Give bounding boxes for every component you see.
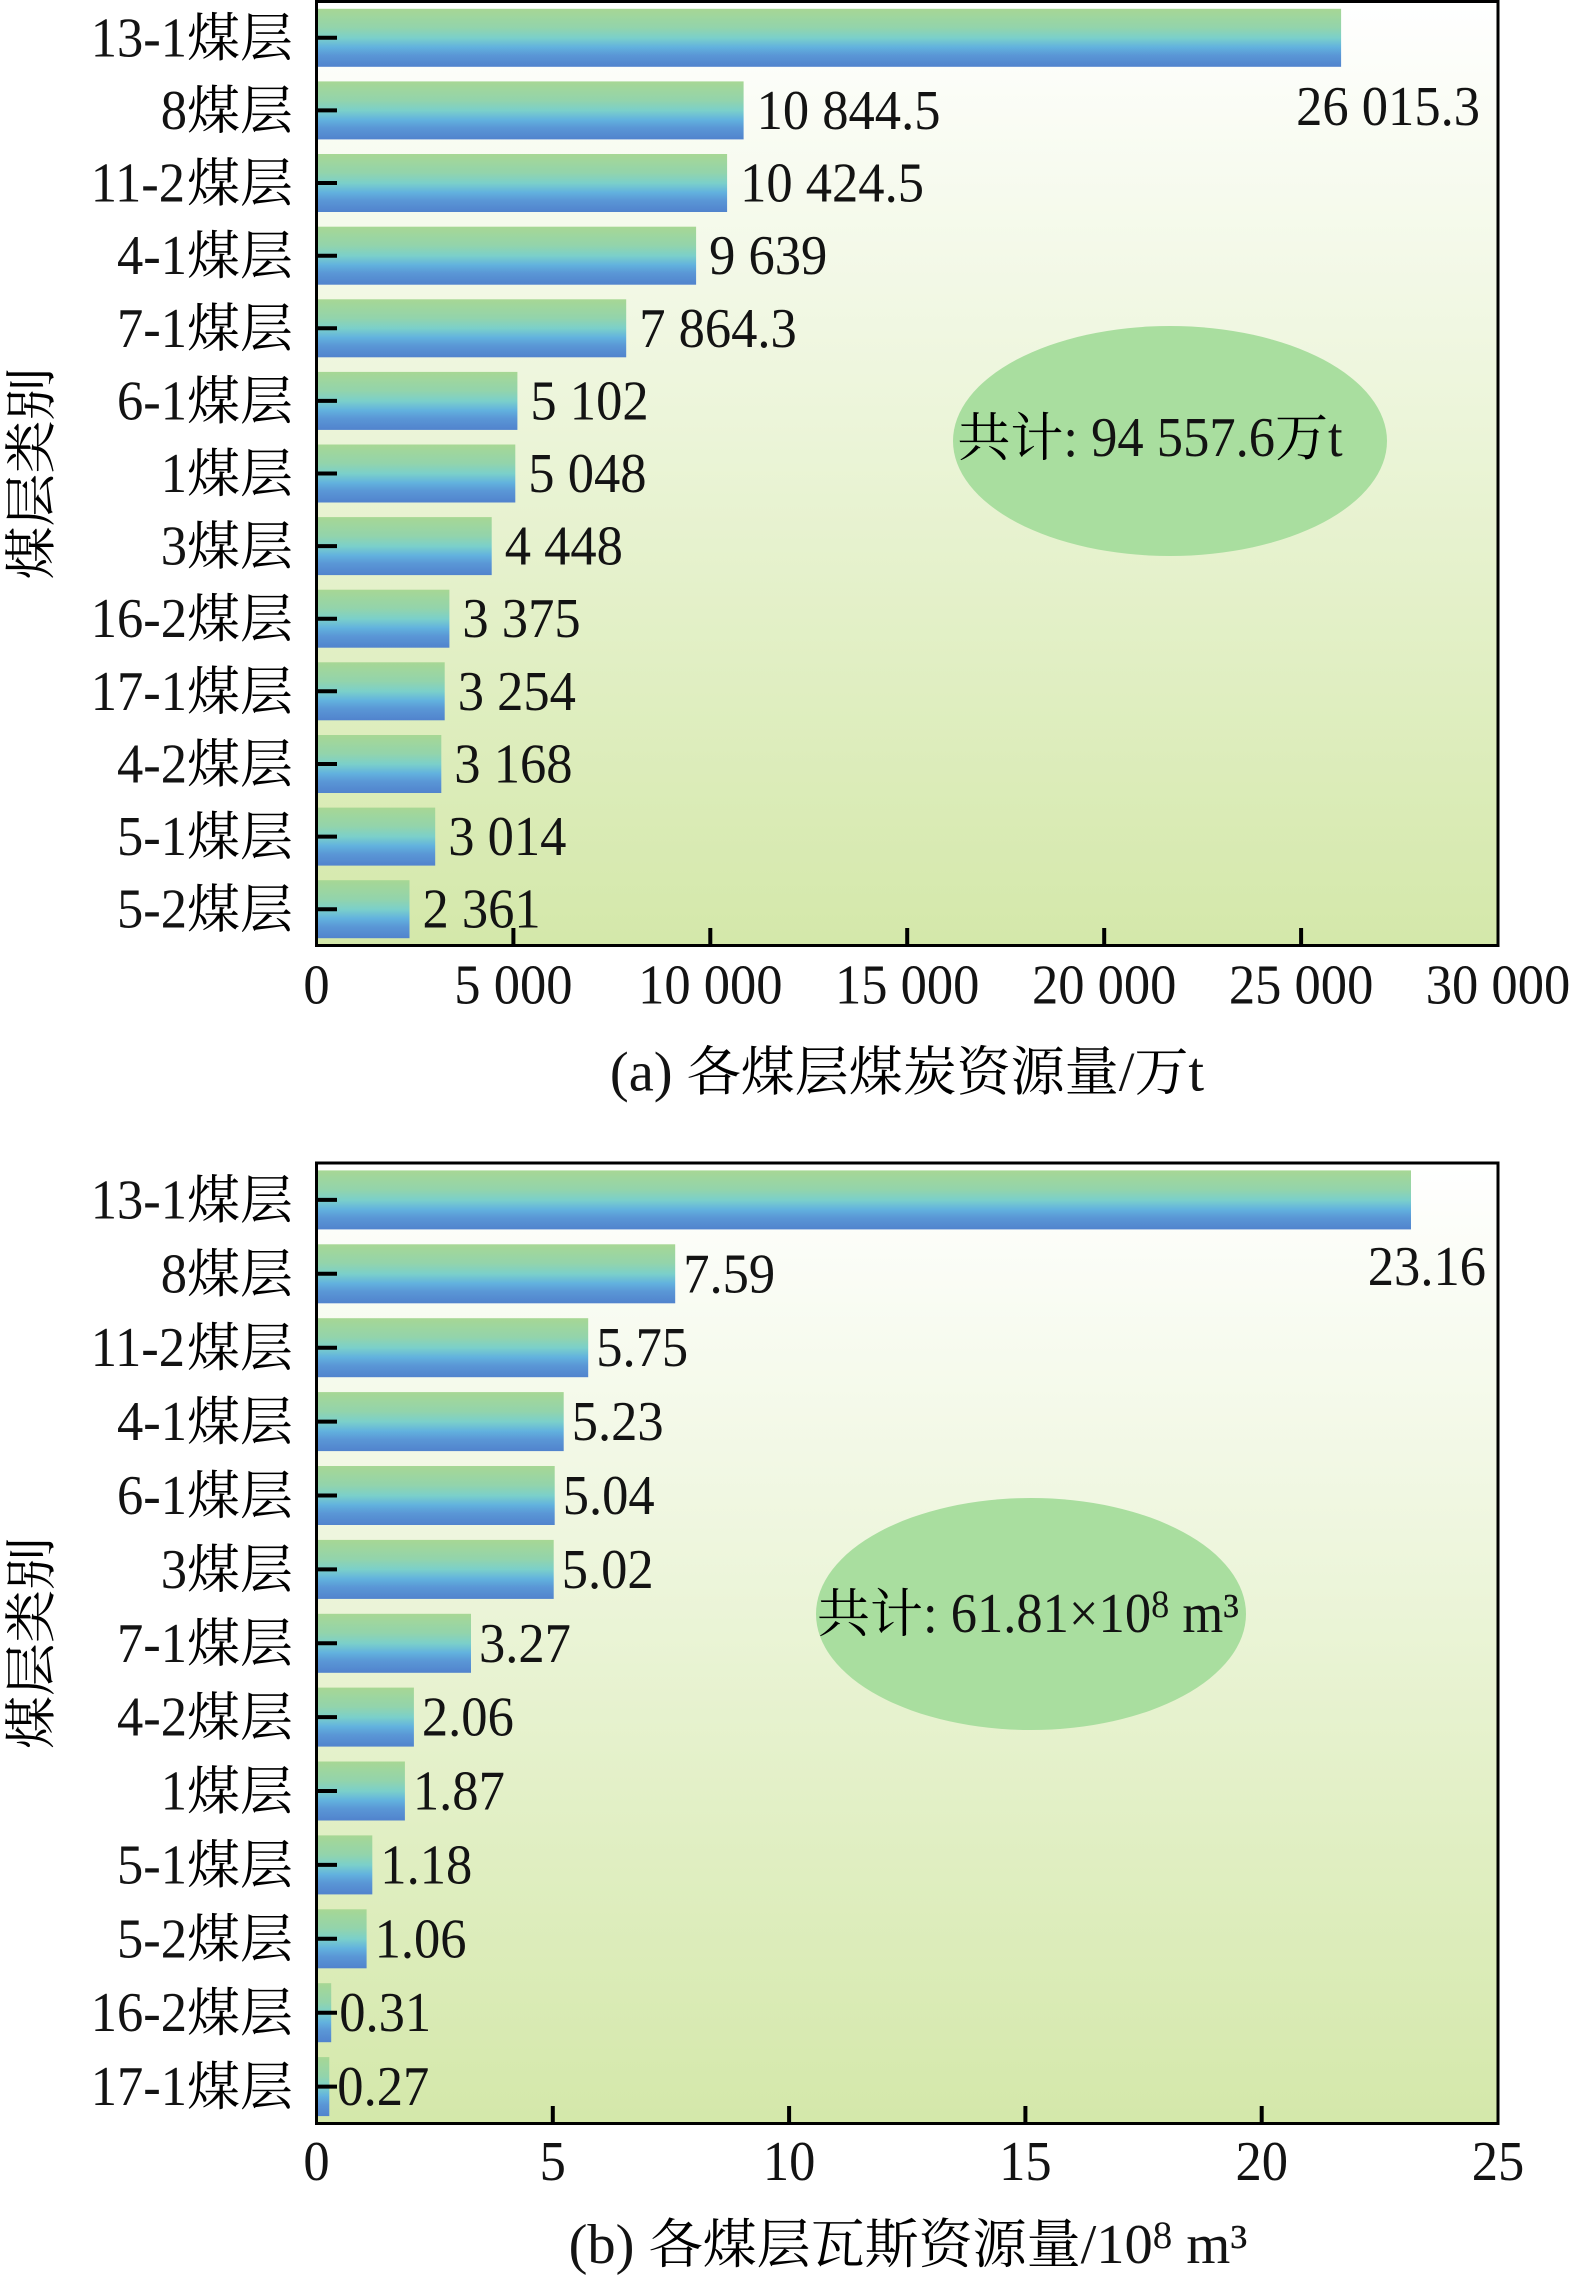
svg-text:17-1: 17-1 — [91, 659, 187, 722]
svg-text:5.75: 5.75 — [596, 1315, 688, 1378]
svg-text:8: 8 — [161, 78, 187, 141]
svg-text:11-2: 11-2 — [91, 1315, 185, 1378]
svg-text:3: 3 — [161, 514, 187, 577]
svg-text:5.23: 5.23 — [572, 1389, 664, 1452]
svg-text:t: t — [1328, 405, 1343, 468]
svg-text:10 424.5: 10 424.5 — [740, 151, 924, 214]
svg-text:5.02: 5.02 — [562, 1537, 654, 1600]
svg-text:20 000: 20 000 — [1032, 953, 1176, 1016]
svg-text:26 015.3: 26 015.3 — [1296, 74, 1480, 137]
svg-text:15 000: 15 000 — [835, 953, 979, 1016]
svg-text:4 448: 4 448 — [505, 514, 623, 577]
svg-text:3 014: 3 014 — [448, 804, 566, 867]
svg-text:5 048: 5 048 — [528, 441, 646, 504]
svg-text:13-1: 13-1 — [91, 6, 187, 69]
svg-text:0.31: 0.31 — [339, 1980, 431, 2043]
svg-text:7 864.3: 7 864.3 — [639, 296, 797, 359]
svg-text:20: 20 — [1235, 2129, 1288, 2192]
svg-text:4-1: 4-1 — [117, 1389, 187, 1452]
svg-text:7-1: 7-1 — [117, 1611, 187, 1674]
svg-text:2 361: 2 361 — [423, 877, 541, 940]
svg-text:7-1: 7-1 — [117, 296, 187, 359]
svg-text:16-2: 16-2 — [91, 586, 187, 649]
svg-text:: 61.81×108 m³: : 61.81×108 m³ — [923, 1581, 1239, 1644]
svg-text:3.27: 3.27 — [479, 1611, 571, 1674]
svg-text:13-1: 13-1 — [91, 1168, 187, 1231]
svg-text:6-1: 6-1 — [117, 369, 187, 432]
svg-text:5 102: 5 102 — [530, 369, 648, 432]
svg-text:4-1: 4-1 — [117, 223, 187, 286]
svg-text:1: 1 — [161, 441, 187, 504]
svg-text:5.04: 5.04 — [563, 1463, 655, 1526]
svg-text:1.87: 1.87 — [413, 1759, 505, 1822]
svg-text:/: / — [1119, 1042, 1135, 1104]
svg-text:2.06: 2.06 — [422, 1685, 514, 1748]
svg-text:0: 0 — [303, 2129, 329, 2192]
svg-text:1.06: 1.06 — [375, 1907, 467, 1970]
svg-text:10 000: 10 000 — [638, 953, 782, 1016]
svg-text:9 639: 9 639 — [709, 223, 827, 286]
svg-text:1.18: 1.18 — [380, 1833, 472, 1896]
svg-text:1: 1 — [161, 1759, 187, 1822]
svg-text:10 844.5: 10 844.5 — [757, 78, 941, 141]
svg-text:3: 3 — [161, 1537, 187, 1600]
svg-text:t: t — [1188, 1042, 1204, 1104]
svg-text:5-2: 5-2 — [117, 1907, 187, 1970]
svg-text:5: 5 — [540, 2129, 566, 2192]
svg-text:(b): (b) — [569, 2214, 635, 2276]
svg-text:6-1: 6-1 — [117, 1463, 187, 1526]
svg-text:15: 15 — [999, 2129, 1052, 2192]
svg-text:3 168: 3 168 — [454, 732, 572, 795]
svg-text:/108 m³: /108 m³ — [1081, 2214, 1248, 2276]
svg-text:5-1: 5-1 — [117, 1833, 187, 1896]
svg-text:4-2: 4-2 — [117, 1685, 187, 1748]
svg-text:25 000: 25 000 — [1229, 953, 1373, 1016]
svg-text:23.16: 23.16 — [1368, 1234, 1486, 1297]
svg-text:3 254: 3 254 — [458, 659, 576, 722]
svg-text:4-2: 4-2 — [117, 732, 187, 795]
svg-text:5-1: 5-1 — [117, 804, 187, 867]
svg-text:5 000: 5 000 — [454, 953, 572, 1016]
svg-text:7.59: 7.59 — [683, 1242, 775, 1305]
svg-text:0: 0 — [303, 953, 329, 1016]
svg-text:25: 25 — [1472, 2129, 1525, 2192]
svg-text:16-2: 16-2 — [91, 1980, 187, 2043]
svg-text:17-1: 17-1 — [91, 2054, 187, 2117]
svg-text:(a): (a) — [610, 1042, 673, 1104]
svg-text:0.27: 0.27 — [337, 2054, 429, 2117]
svg-text:11-2: 11-2 — [91, 151, 185, 214]
svg-text:10: 10 — [763, 2129, 816, 2192]
svg-text:8: 8 — [161, 1242, 187, 1305]
svg-text:5-2: 5-2 — [117, 877, 187, 940]
svg-text:: 94 557.6: : 94 557.6 — [1063, 405, 1275, 468]
svg-text:30 000: 30 000 — [1426, 953, 1570, 1016]
svg-text:3 375: 3 375 — [462, 586, 580, 649]
